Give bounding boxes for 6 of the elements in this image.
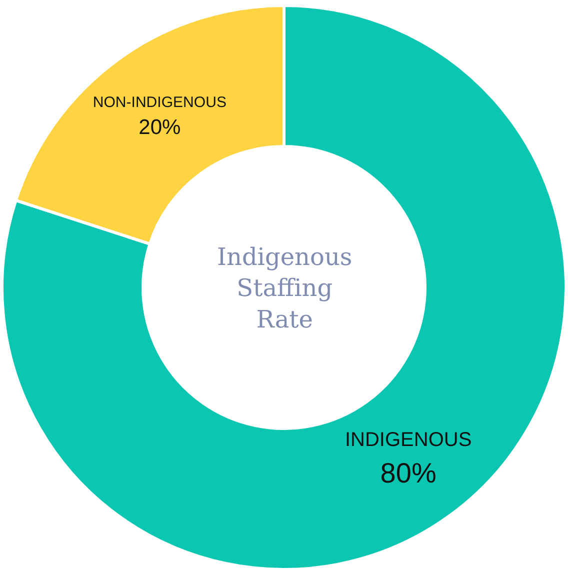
text: Indigenous Staffing Rate: [217, 243, 352, 334]
data-label: 80%: [380, 457, 436, 488]
donut-slice: [0, 4, 568, 571]
slice-label: INDIGENOUS: [344, 428, 472, 451]
slice-label: NON-INDIGENOUS: [92, 94, 226, 111]
data-label: 20%: [138, 116, 181, 140]
